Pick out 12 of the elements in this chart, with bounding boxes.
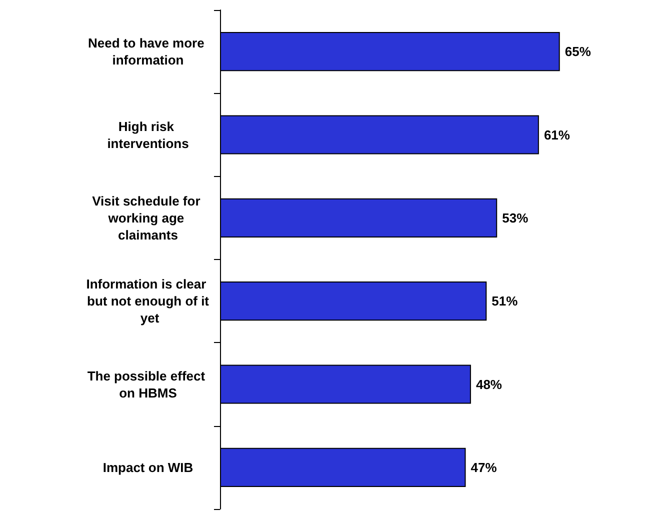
- data-label: 53%: [502, 210, 529, 226]
- data-label: 47%: [470, 460, 498, 475]
- data-label: 65%: [564, 44, 592, 60]
- data-label: 51%: [492, 294, 518, 309]
- y-tick-label: Information is clear but not enough of it yet: [86, 276, 210, 326]
- y-tick-label: High risk interventions: [107, 118, 189, 151]
- y-tick-label: Impact on WIB: [102, 460, 194, 475]
- data-label: 48%: [476, 376, 502, 392]
- y-tick-label: The possible effect on HBMS: [87, 368, 209, 400]
- y-tick-label: Visit schedule for working age claimants: [92, 193, 204, 242]
- data-label: 61%: [544, 127, 570, 142]
- y-tick-label: Need to have more information: [88, 36, 208, 68]
